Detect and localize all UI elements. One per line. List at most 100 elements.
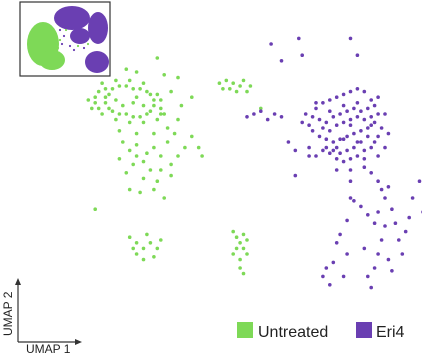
inset-purple-cluster-bottom — [85, 51, 109, 73]
point-untreated-45 — [124, 67, 129, 71]
point-eri4-82 — [272, 112, 277, 116]
point-untreated-14 — [124, 112, 129, 116]
point-untreated-74 — [159, 154, 163, 158]
point-untreated-102 — [148, 241, 153, 245]
point-untreated-95 — [200, 154, 204, 158]
point-untreated-32 — [159, 98, 163, 102]
point-eri4-38 — [334, 123, 339, 127]
point-eri4-49 — [331, 148, 336, 153]
point-untreated-119 — [245, 238, 249, 242]
inset-speck — [76, 44, 80, 48]
legend-label-untreated: Untreated — [258, 324, 328, 341]
point-eri4-84 — [286, 140, 291, 144]
point-eri4-65 — [376, 95, 380, 99]
point-eri4-30 — [331, 140, 336, 144]
point-untreated-114 — [245, 252, 249, 256]
point-eri4-78 — [245, 115, 249, 119]
inset-speck — [54, 32, 58, 36]
point-untreated-99 — [127, 235, 132, 239]
point-eri4-119 — [403, 229, 408, 234]
point-eri4-45 — [359, 140, 363, 144]
point-untreated-21 — [96, 89, 101, 94]
point-eri4-87 — [307, 154, 311, 158]
point-untreated-118 — [241, 232, 246, 237]
point-eri4-109 — [362, 246, 367, 251]
point-untreated-49 — [169, 89, 173, 94]
point-eri4-17 — [338, 112, 342, 116]
point-untreated-93 — [190, 134, 194, 139]
point-untreated-111 — [234, 235, 239, 239]
point-eri4-58 — [379, 126, 384, 130]
inset-speck — [60, 42, 64, 46]
inset-speck — [56, 46, 60, 50]
point-untreated-53 — [134, 131, 139, 136]
point-untreated-50 — [179, 103, 184, 108]
series-eri4 — [245, 36, 422, 290]
point-untreated-15 — [117, 112, 122, 116]
point-untreated-48 — [176, 75, 180, 80]
point-untreated-5 — [138, 87, 142, 91]
point-eri4-19 — [352, 106, 356, 111]
point-eri4-128 — [379, 187, 384, 192]
point-eri4-48 — [338, 151, 342, 155]
point-untreated-70 — [127, 148, 132, 153]
point-untreated-66 — [248, 84, 253, 88]
point-untreated-27 — [127, 120, 132, 125]
point-untreated-52 — [117, 129, 122, 133]
point-eri4-92 — [334, 241, 339, 245]
point-eri4-114 — [379, 238, 384, 242]
point-untreated-41 — [131, 101, 135, 105]
point-untreated-77 — [124, 171, 129, 175]
point-eri4-111 — [369, 285, 374, 290]
x-axis-label: UMAP 1 — [26, 342, 71, 354]
legend: Untreated Eri4 — [237, 322, 405, 341]
legend-item-untreated: Untreated — [237, 322, 328, 341]
point-eri4-77 — [386, 131, 391, 136]
point-untreated-28 — [141, 120, 146, 125]
point-eri4-21 — [366, 106, 370, 111]
point-untreated-117 — [231, 252, 235, 256]
point-eri4-8 — [334, 95, 339, 99]
point-eri4-83 — [279, 115, 284, 119]
point-untreated-46 — [134, 70, 139, 74]
point-eri4-28 — [345, 134, 349, 139]
point-untreated-79 — [159, 168, 163, 172]
point-untreated-98 — [93, 207, 97, 211]
point-eri4-63 — [355, 101, 360, 105]
point-untreated-108 — [159, 238, 163, 242]
point-eri4-100 — [359, 204, 363, 209]
point-eri4-32 — [317, 134, 322, 139]
point-eri4-91 — [331, 260, 336, 265]
point-untreated-92 — [172, 131, 177, 136]
point-eri4-16 — [331, 115, 336, 119]
point-untreated-12 — [138, 115, 142, 119]
point-eri4-68 — [300, 120, 305, 125]
point-eri4-11 — [355, 87, 360, 91]
point-untreated-97 — [155, 56, 160, 60]
point-eri4-42 — [362, 117, 367, 122]
point-untreated-35 — [127, 78, 132, 83]
point-untreated-61 — [238, 84, 242, 88]
point-untreated-110 — [231, 229, 235, 234]
point-untreated-24 — [96, 106, 101, 111]
point-eri4-79 — [252, 112, 256, 116]
point-eri4-80 — [259, 109, 263, 113]
point-untreated-38 — [90, 106, 94, 111]
point-untreated-78 — [148, 168, 153, 172]
legend-item-eri4: Eri4 — [356, 322, 405, 341]
point-untreated-57 — [162, 112, 166, 116]
point-eri4-15 — [324, 120, 329, 125]
point-eri4-18 — [345, 109, 349, 113]
point-eri4-56 — [369, 145, 374, 150]
point-eri4-31 — [324, 137, 329, 141]
point-untreated-34 — [114, 78, 118, 83]
point-eri4-43 — [369, 115, 374, 119]
point-eri4-36 — [321, 126, 325, 130]
point-eri4-51 — [334, 157, 339, 161]
point-untreated-31 — [159, 106, 163, 111]
point-untreated-105 — [141, 257, 146, 262]
point-untreated-7 — [148, 92, 153, 97]
point-untreated-82 — [183, 145, 187, 150]
point-untreated-42 — [114, 98, 118, 102]
point-eri4-67 — [303, 112, 308, 116]
